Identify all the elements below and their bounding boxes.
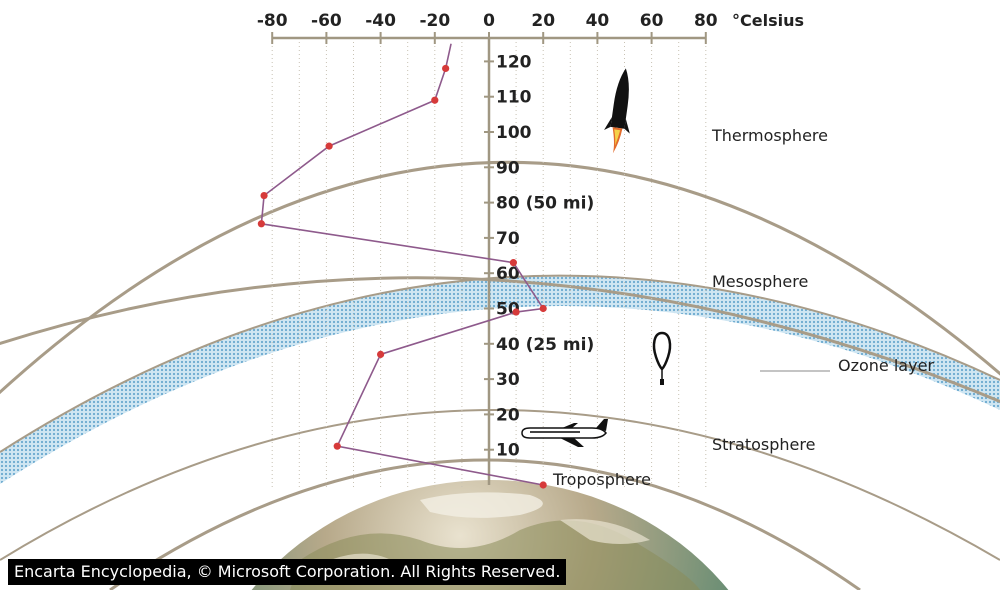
- y-tick-label: 30: [496, 370, 520, 390]
- y-tick-label: 120: [496, 52, 532, 72]
- x-tick-label: 80: [694, 11, 718, 31]
- rocket-icon: [604, 68, 630, 154]
- temperature-point: [442, 64, 450, 73]
- x-tick-label: -60: [311, 11, 342, 31]
- outer-shell: [0, 409, 1000, 561]
- y-tick-label: 80 (50 mi): [496, 194, 594, 214]
- temperature-point: [431, 96, 439, 104]
- airplane-icon: [521, 419, 608, 447]
- y-tick-label: 110: [496, 88, 532, 108]
- temperature-point: [512, 308, 520, 316]
- layer-label-mesosphere: Mesosphere: [712, 272, 808, 291]
- temperature-point: [260, 191, 268, 200]
- y-tick-label: 40 (25 mi): [496, 335, 594, 355]
- temperature-point: [257, 220, 265, 228]
- temperature-markers: [257, 64, 547, 489]
- x-tick-label: 0: [483, 11, 495, 31]
- x-tick-label: -80: [257, 11, 288, 31]
- y-tick-label: 20: [496, 405, 520, 425]
- temperature-gridlines: [271, 38, 707, 490]
- stratosphere-boundary: [0, 276, 1000, 404]
- copyright-credit: Encarta Encyclopedia, © Microsoft Corpor…: [8, 559, 567, 585]
- y-tick-label: 90: [496, 158, 520, 178]
- troposphere-boundary: [109, 458, 861, 590]
- x-tick-label: 40: [586, 11, 610, 31]
- temperature-unit-label: °Celsius: [732, 11, 804, 30]
- temperature-point: [539, 304, 547, 313]
- temperature-point: [325, 142, 333, 150]
- y-tick-label: 60: [496, 264, 520, 284]
- temperature-point: [377, 350, 385, 358]
- thermosphere-boundary: [0, 160, 1000, 395]
- y-tick-label: 10: [496, 441, 520, 461]
- x-tick-label: -40: [365, 11, 396, 31]
- layer-label-thermosphere: Thermosphere: [711, 126, 828, 145]
- temperature-point: [333, 442, 341, 450]
- balloon-icon: [652, 331, 672, 385]
- x-tick-label: -20: [419, 11, 450, 31]
- y-tick-label: 70: [496, 229, 520, 249]
- temperature-axis: -80 -60 -40 -20 0 20 40 60 80: [257, 11, 718, 44]
- x-tick-label: 20: [531, 11, 555, 31]
- ozone-upper-edge: [0, 274, 1000, 453]
- temperature-point: [539, 481, 547, 489]
- y-tick-label: 100: [496, 123, 532, 143]
- layer-label-stratosphere: Stratosphere: [712, 435, 815, 454]
- x-tick-label: 60: [640, 11, 664, 31]
- layer-label-ozone: Ozone layer: [838, 356, 934, 375]
- temperature-point: [509, 259, 517, 267]
- layer-label-troposphere: Troposphere: [552, 470, 651, 489]
- temperature-profile-line: [260, 43, 545, 486]
